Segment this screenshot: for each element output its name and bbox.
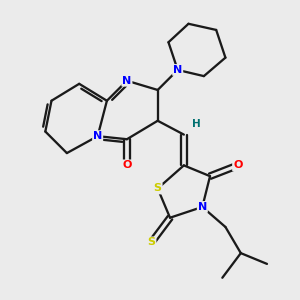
Text: S: S bbox=[154, 184, 162, 194]
Text: N: N bbox=[198, 202, 207, 212]
Text: N: N bbox=[122, 76, 131, 86]
Text: H: H bbox=[192, 119, 201, 129]
Text: S: S bbox=[148, 237, 155, 248]
Text: N: N bbox=[173, 65, 182, 75]
Text: O: O bbox=[122, 160, 132, 170]
Text: N: N bbox=[93, 131, 102, 141]
Text: O: O bbox=[233, 160, 242, 170]
